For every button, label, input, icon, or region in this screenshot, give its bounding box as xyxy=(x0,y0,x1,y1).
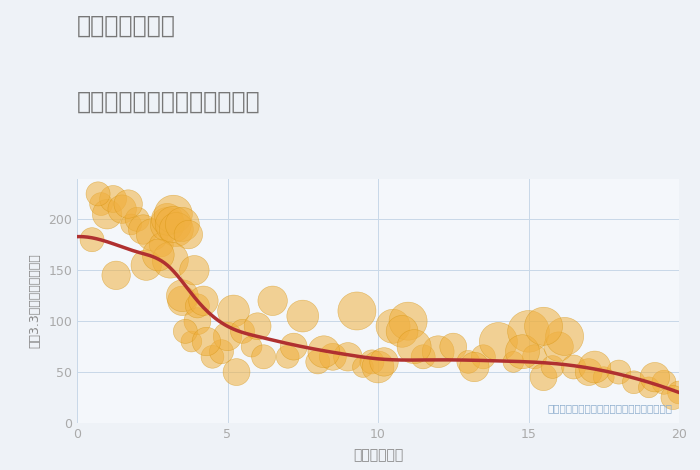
Point xyxy=(673,389,685,396)
Point xyxy=(192,302,203,310)
Point xyxy=(643,384,655,391)
Point xyxy=(147,231,158,238)
Point xyxy=(246,343,257,351)
Point xyxy=(598,373,609,381)
Point xyxy=(372,363,384,371)
Point xyxy=(538,373,549,381)
Point xyxy=(171,226,182,233)
Point xyxy=(282,353,293,360)
Point xyxy=(183,231,194,238)
Point xyxy=(164,256,176,264)
Text: 円の大きさは、取引のあった物件面積を示す: 円の大きさは、取引のあった物件面積を示す xyxy=(548,403,673,413)
Point xyxy=(328,353,339,360)
Point xyxy=(589,363,601,371)
Point xyxy=(111,272,122,279)
Point xyxy=(228,307,239,315)
Point xyxy=(417,353,428,360)
Point xyxy=(517,348,528,355)
Point xyxy=(448,343,459,351)
Point xyxy=(477,353,489,360)
Point xyxy=(553,343,564,351)
Point xyxy=(237,328,248,335)
Point xyxy=(547,363,558,371)
Point xyxy=(297,312,308,320)
Point xyxy=(125,221,136,228)
Point xyxy=(201,338,212,345)
Point xyxy=(162,216,173,223)
Point xyxy=(92,190,104,197)
Point xyxy=(342,353,354,360)
Point xyxy=(667,394,678,401)
Point xyxy=(189,266,200,274)
Point xyxy=(409,343,420,351)
Point xyxy=(529,353,540,360)
X-axis label: 駅距離（分）: 駅距離（分） xyxy=(353,448,403,462)
Point xyxy=(222,333,233,340)
Point xyxy=(95,200,106,208)
Point xyxy=(87,236,98,243)
Point xyxy=(132,216,143,223)
Point xyxy=(192,317,203,325)
Point xyxy=(180,328,191,335)
Point xyxy=(153,251,164,258)
Text: 奈良県生駒駅の: 奈良県生駒駅の xyxy=(77,14,176,38)
Point xyxy=(629,378,640,386)
Point xyxy=(176,292,188,299)
Point xyxy=(366,358,377,366)
Point xyxy=(463,358,474,366)
Point xyxy=(116,205,128,213)
Point xyxy=(122,200,134,208)
Point xyxy=(559,333,570,340)
Point xyxy=(168,221,179,228)
Point xyxy=(650,373,661,381)
Point xyxy=(288,343,300,351)
Point xyxy=(176,221,188,228)
Point xyxy=(207,353,218,360)
Point xyxy=(402,317,414,325)
Point xyxy=(469,363,480,371)
Point xyxy=(186,338,197,345)
Point xyxy=(351,307,363,315)
Point xyxy=(168,211,179,218)
Point xyxy=(312,358,323,366)
Point xyxy=(396,328,407,335)
Point xyxy=(357,363,368,371)
Point xyxy=(568,363,580,371)
Point xyxy=(613,368,624,376)
Point xyxy=(267,297,278,305)
Point xyxy=(252,322,263,330)
Point xyxy=(138,226,149,233)
Point xyxy=(141,261,152,269)
Point xyxy=(231,368,242,376)
Point xyxy=(433,348,444,355)
Point xyxy=(258,353,270,360)
Point xyxy=(176,297,188,305)
Point xyxy=(198,297,209,305)
Y-axis label: 坪（3.3㎡）単価（万円）: 坪（3.3㎡）単価（万円） xyxy=(28,253,41,348)
Text: 駅距離別中古マンション価格: 駅距離別中古マンション価格 xyxy=(77,89,260,113)
Point xyxy=(583,368,594,376)
Point xyxy=(379,358,390,366)
Point xyxy=(102,211,113,218)
Point xyxy=(216,348,227,355)
Point xyxy=(508,358,519,366)
Point xyxy=(493,338,504,345)
Point xyxy=(162,221,173,228)
Point xyxy=(108,195,119,203)
Point xyxy=(388,322,399,330)
Point xyxy=(658,378,669,386)
Point xyxy=(318,348,330,355)
Point xyxy=(155,241,167,249)
Point xyxy=(523,328,534,335)
Point xyxy=(538,322,549,330)
